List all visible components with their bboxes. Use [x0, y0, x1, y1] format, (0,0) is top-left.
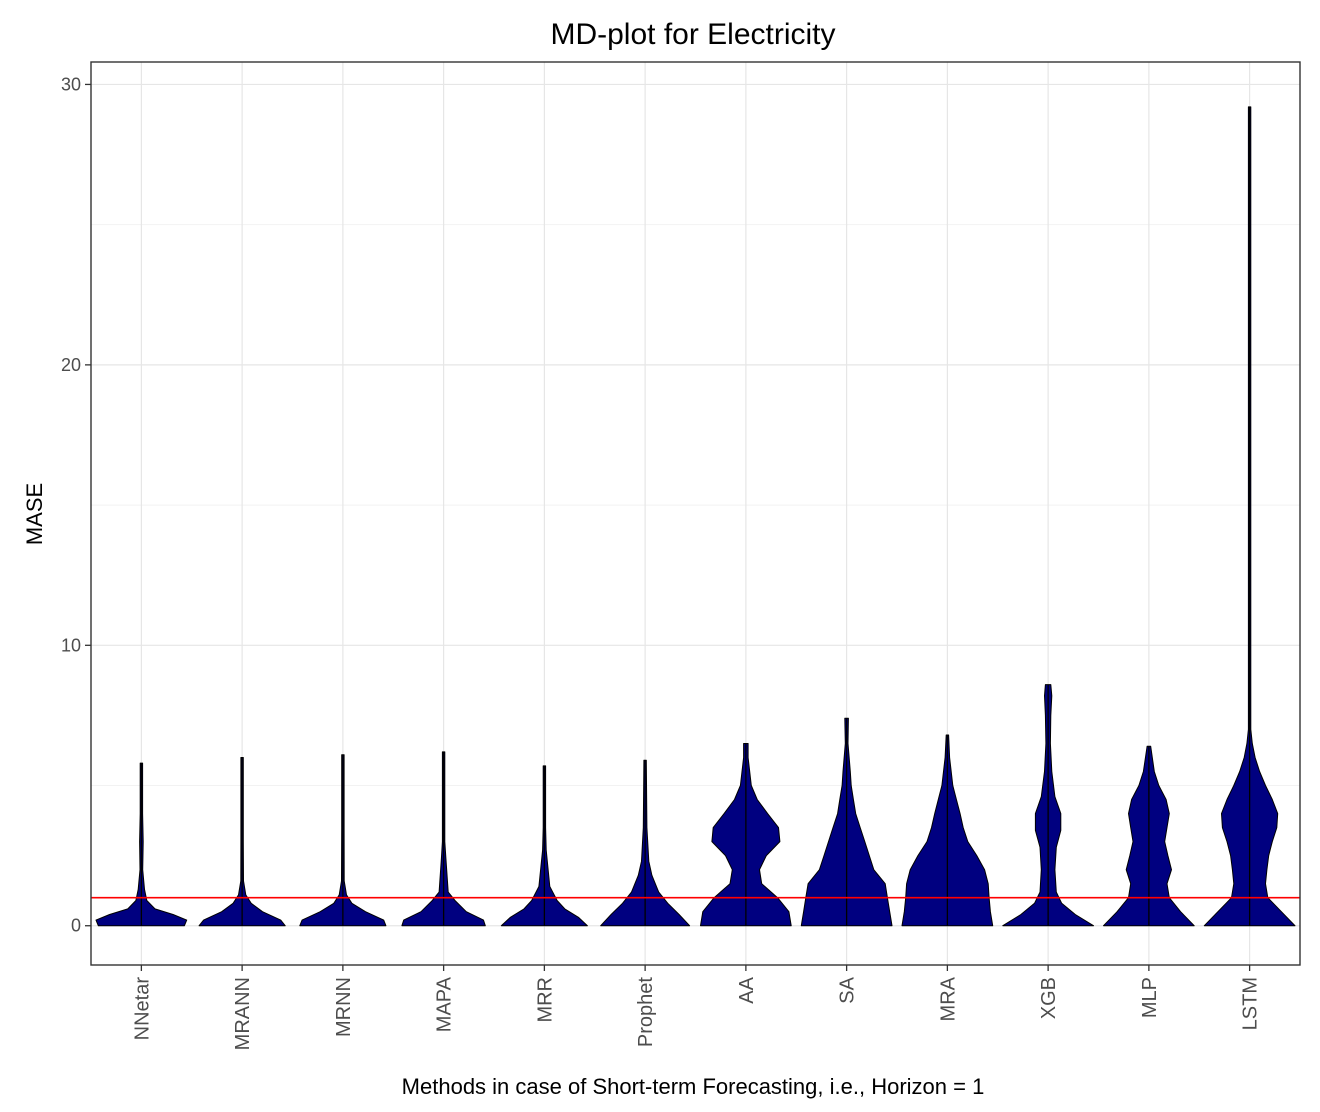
x-tick-label-nnetar: NNetar [131, 977, 153, 1041]
y-axis-label: MASE [22, 483, 47, 545]
x-tick-label-mrr: MRR [534, 977, 556, 1023]
x-tick-label-mapa: MAPA [434, 976, 456, 1032]
x-tick-label-mlp: MLP [1139, 977, 1161, 1018]
x-tick-label-lstm: LSTM [1240, 977, 1262, 1030]
y-tick-label: 10 [61, 635, 81, 655]
plot-border [90, 61, 1301, 966]
x-tick-label-sa: SA [837, 976, 859, 1003]
x-tick-label-aa: AA [736, 976, 758, 1003]
x-tick-label-mrnn: MRNN [333, 977, 355, 1037]
y-tick-label: 0 [71, 916, 81, 936]
y-tick-label: 20 [61, 355, 81, 375]
y-tick-label: 30 [61, 74, 81, 94]
y-axis: 0 10 20 30 [61, 74, 91, 936]
x-tick-label-prophet: Prophet [635, 977, 657, 1047]
x-tick-label-mra: MRA [937, 976, 959, 1021]
x-tick-label-mrann: MRANN [232, 977, 254, 1050]
x-axis: NNetar MRANN MRNN MAPA MRR Prophet AA SA MRA XGB M… [131, 965, 1262, 1050]
x-tick-label-xgb: XGB [1038, 977, 1060, 1019]
x-axis-label: Methods in case of Short-term Forecastin… [402, 1074, 985, 1099]
chart-title: MD-plot for Electricity [550, 18, 835, 51]
grid-minor [91, 224, 1300, 787]
plot-panel [91, 62, 1300, 965]
